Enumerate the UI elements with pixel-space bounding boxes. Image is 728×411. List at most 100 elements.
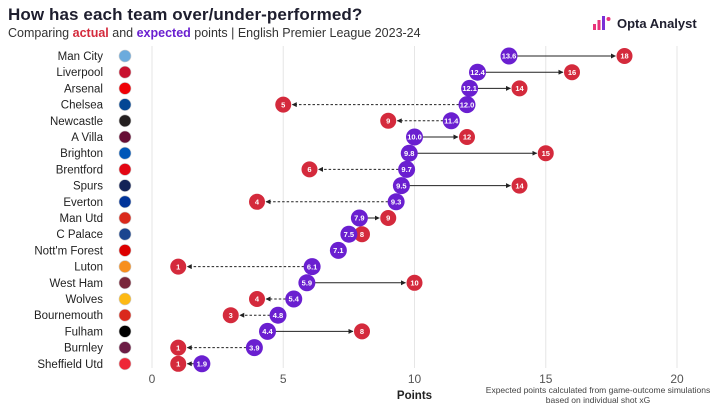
actual-point-label: 1 [176, 262, 180, 271]
actual-point-label: 1 [176, 360, 180, 369]
team-label: Spurs [73, 181, 103, 193]
expected-point-label: 4.4 [262, 327, 273, 336]
expected-point [329, 241, 347, 259]
expected-point [298, 274, 316, 292]
actual-point-label: 12 [463, 133, 471, 142]
actual-point [511, 177, 528, 194]
team-badge-icon [118, 98, 132, 111]
x-tick-label: 15 [539, 372, 553, 386]
team-badge-icon [118, 49, 132, 63]
actual-point [170, 355, 187, 372]
expected-point [245, 339, 263, 357]
expected-point [461, 79, 479, 97]
actual-point [275, 96, 292, 113]
team-badge-icon [118, 82, 132, 95]
actual-point-label: 8 [360, 230, 364, 239]
team-badge-icon [118, 163, 132, 176]
actual-point [511, 80, 528, 97]
expected-point [458, 96, 476, 114]
team-badge-icon [118, 276, 132, 290]
expected-point [500, 47, 518, 65]
opta-logo-icon [593, 16, 611, 30]
expected-point [269, 306, 287, 324]
team-label: Sheffield Utd [37, 359, 103, 371]
expected-point [193, 355, 211, 373]
actual-point-label: 18 [620, 52, 628, 61]
expected-point-label: 10.0 [407, 133, 422, 142]
team-label: Everton [63, 197, 103, 209]
actual-point [249, 193, 265, 210]
actual-point-label: 5 [281, 100, 285, 109]
expected-point-label: 9.5 [396, 181, 406, 190]
expected-point [303, 258, 321, 276]
actual-point [249, 291, 265, 307]
team-badge-icon [118, 65, 132, 79]
team-label: Brighton [60, 148, 103, 160]
actual-point-label: 15 [542, 149, 550, 158]
subtitle-prefix: Comparing [8, 26, 70, 40]
brand-name: Opta Analyst [617, 15, 697, 31]
actual-point [301, 161, 318, 178]
expected-point-label: 7.9 [354, 214, 364, 223]
expected-point-label: 9.8 [404, 149, 414, 158]
actual-point [354, 323, 370, 340]
expected-point [400, 144, 418, 162]
team-badge-icon [118, 146, 132, 160]
expected-point [259, 322, 276, 340]
chart-title: How has each team over/under-performed? [8, 5, 363, 24]
actual-point-label: 10 [410, 279, 418, 288]
actual-point-label: 9 [386, 117, 390, 126]
actual-point [380, 112, 397, 129]
team-badge-icon [118, 292, 132, 306]
team-label: A Villa [71, 132, 103, 144]
team-label: Arsenal [64, 83, 103, 95]
expected-point [398, 160, 416, 178]
expected-point-label: 5.4 [289, 295, 300, 304]
expected-point [350, 209, 368, 227]
team-badge-icon [118, 260, 132, 273]
expected-point [285, 290, 303, 308]
actual-point-label: 9 [386, 214, 390, 223]
expected-point-label: 12.0 [460, 100, 475, 109]
actual-point [616, 48, 633, 64]
actual-point-label: 3 [229, 311, 233, 320]
expected-point-label: 5.9 [302, 279, 312, 288]
actual-point [170, 339, 187, 356]
expected-point-label: 12.1 [462, 84, 477, 93]
chart-subtitle: Comparing actual and expected points | E… [8, 26, 421, 40]
expected-point-label: 13.6 [502, 52, 517, 61]
actual-point-label: 8 [360, 327, 364, 336]
actual-point-label: 4 [255, 295, 260, 304]
x-tick-label: 20 [670, 372, 684, 386]
team-label: Chelsea [61, 100, 104, 112]
actual-point-label: 6 [307, 165, 311, 174]
expected-point-label: 11.4 [444, 117, 459, 126]
actual-point-label: 1 [176, 343, 180, 352]
actual-point [537, 145, 554, 162]
team-badge-icon [118, 244, 132, 257]
expected-point-label: 7.1 [333, 246, 343, 255]
x-tick-label: 10 [408, 372, 422, 386]
team-label: Luton [74, 262, 103, 274]
team-badge-icon [118, 357, 132, 371]
team-badge-icon [118, 308, 132, 322]
expected-point-label: 6.1 [307, 262, 317, 271]
expected-point-label: 3.9 [249, 343, 259, 352]
expected-point-label: 4.8 [273, 311, 283, 320]
expected-point-label: 1.9 [197, 360, 207, 369]
team-badge-icon [118, 341, 132, 354]
team-label: C Palace [56, 229, 103, 241]
team-badge-icon [118, 227, 132, 241]
actual-point-label: 14 [515, 84, 524, 93]
actual-point [380, 210, 397, 226]
actual-point [564, 64, 580, 81]
actual-point-label: 14 [515, 181, 524, 190]
x-tick-label: 0 [149, 372, 156, 386]
team-label: Liverpool [56, 67, 103, 79]
expected-point-label: 9.3 [391, 198, 401, 207]
actual-point-label: 16 [568, 68, 576, 77]
actual-point-label: 4 [255, 198, 260, 207]
subtitle-expected-keyword: expected [136, 26, 191, 40]
team-label: Bournemouth [34, 310, 103, 322]
